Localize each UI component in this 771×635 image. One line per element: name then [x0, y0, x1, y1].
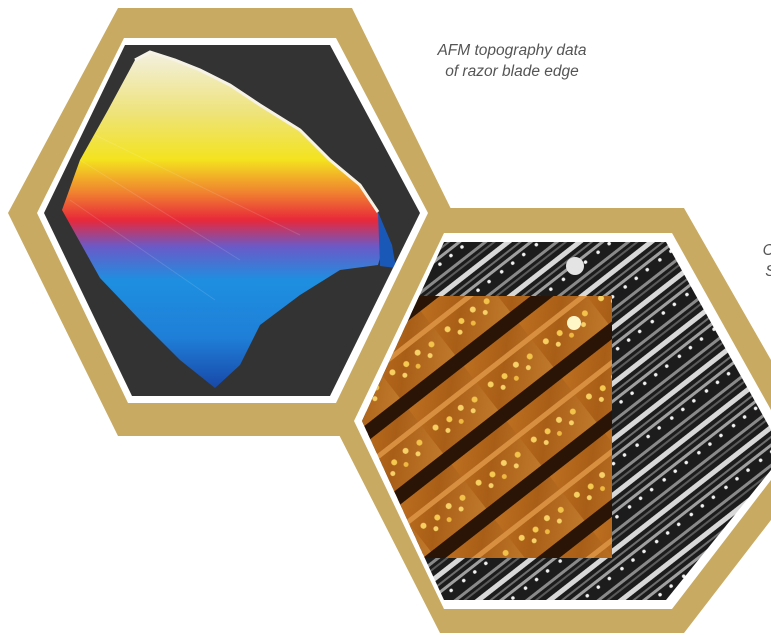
- correlative-caption-line-2: SEM: [712, 261, 771, 282]
- afm-caption-line-1: AFM topography data: [437, 42, 587, 59]
- afm-caption: AFM topography data of razor blade edge: [392, 40, 632, 82]
- correlative-caption-line-1: Corre: [712, 240, 771, 261]
- afm-topography-image: [44, 45, 420, 396]
- sem-hexagon: [332, 208, 771, 633]
- afm-caption-line-2: of razor blade edge: [445, 63, 579, 80]
- correlative-caption: Corre SEM: [712, 240, 771, 282]
- afm-hexagon: [8, 8, 453, 436]
